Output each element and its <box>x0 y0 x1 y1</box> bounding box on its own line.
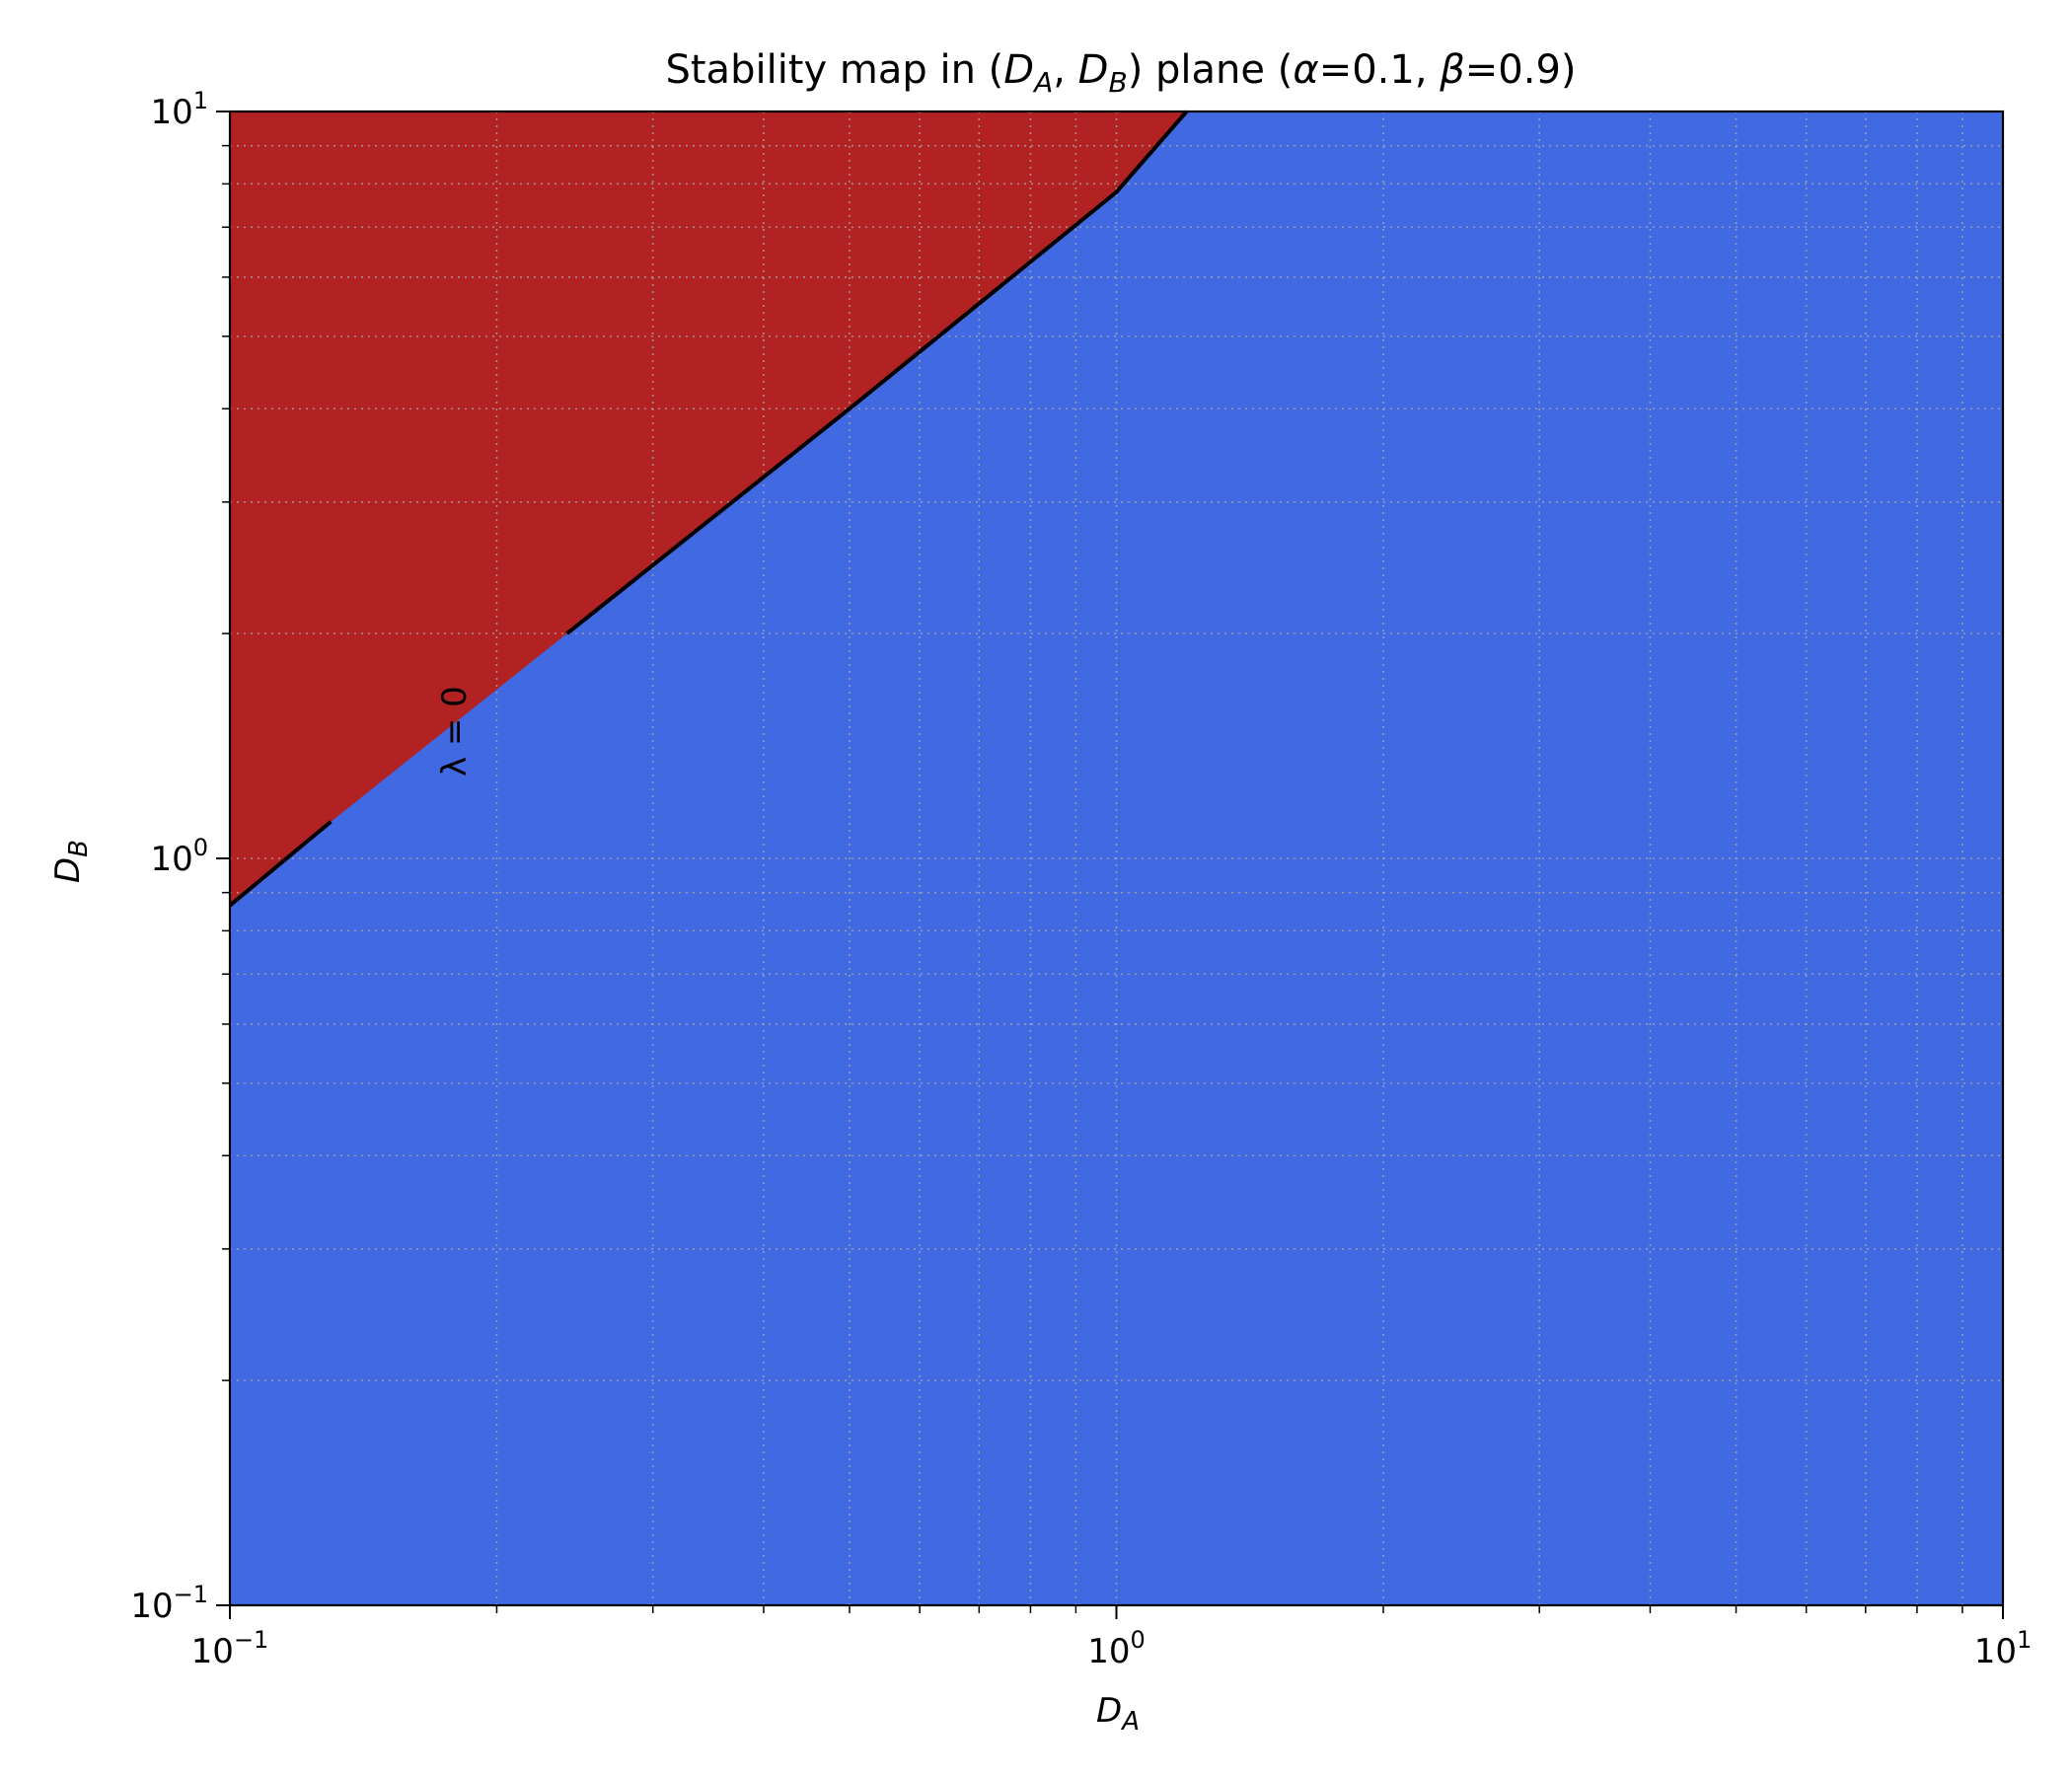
x-axis-label: DA <box>1096 1691 1140 1737</box>
boundary-line-segment <box>228 820 333 908</box>
upper-region <box>230 111 1187 906</box>
plot-area: λ = 0 <box>228 110 2005 1607</box>
y-tick-label: 100 <box>150 834 208 879</box>
x-tick-label: 100 <box>1087 1626 1146 1671</box>
x-tick-label: 101 <box>1974 1626 2033 1671</box>
chart-title: Stability map in (DA, DB) plane (α=0.1, … <box>665 47 1576 99</box>
boundary-line-segment <box>565 110 1189 635</box>
y-axis-label: DB <box>48 840 94 883</box>
y-tick-label: 10−1 <box>130 1581 208 1626</box>
y-tick-label: 101 <box>150 87 208 132</box>
axis-ticks <box>216 111 2004 1619</box>
grid-lines <box>230 111 2003 1605</box>
x-tick-label: 10−1 <box>191 1626 269 1671</box>
boundary-label: λ = 0 <box>435 686 475 777</box>
